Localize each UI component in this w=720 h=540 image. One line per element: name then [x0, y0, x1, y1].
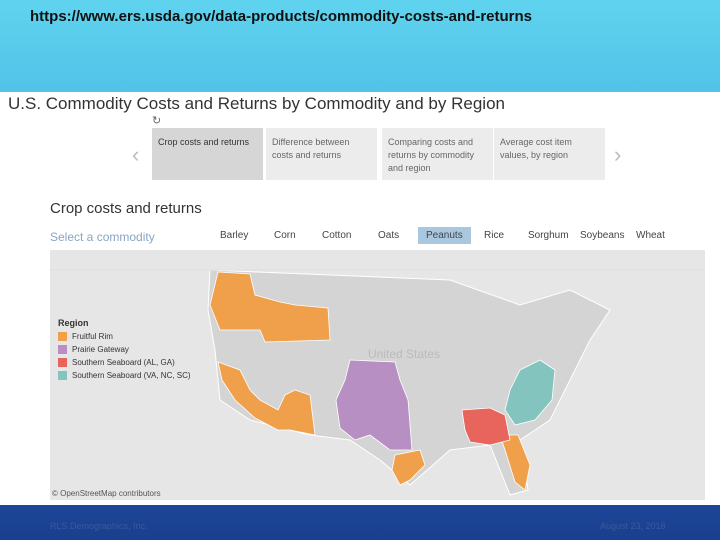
country-label: United States	[368, 347, 440, 361]
legend-swatch	[58, 358, 67, 367]
map-region	[499, 434, 531, 491]
tab[interactable]: Average cost item values, by region	[494, 128, 605, 180]
map: United States © OpenStreetMap contributor…	[50, 250, 705, 500]
legend-item[interactable]: Southern Seaboard (AL, GA)	[58, 356, 191, 369]
legend-label: Southern Seaboard (VA, NC, SC)	[72, 371, 191, 380]
commodity-button[interactable]: Rice	[484, 230, 505, 241]
commodity-button[interactable]: Cotton	[322, 230, 352, 241]
commodity-button[interactable]: Corn	[274, 230, 296, 241]
commodity-button[interactable]: Peanuts	[418, 227, 471, 244]
next-arrow[interactable]: ›	[614, 142, 622, 167]
legend-label: Fruitful Rim	[72, 332, 113, 341]
map-region	[461, 407, 511, 446]
tab[interactable]: Crop costs and returns	[152, 128, 263, 180]
map-region	[335, 359, 413, 451]
tab[interactable]: Difference between costs and returns	[266, 128, 377, 180]
commodity-button[interactable]: Sorghum	[528, 230, 569, 241]
prev-arrow[interactable]: ‹	[132, 142, 140, 167]
map-region	[391, 449, 426, 486]
map-region	[217, 361, 316, 436]
refresh-icon[interactable]: ↻	[152, 115, 162, 127]
commodity-button[interactable]: Wheat	[636, 230, 665, 241]
legend-swatch	[58, 345, 67, 354]
tab[interactable]: Comparing costs and returns by commodity…	[382, 128, 493, 180]
footer-right: August 23, 2018	[600, 521, 666, 531]
legend-title: Region	[58, 318, 89, 328]
selector-label: Select a commodity	[50, 230, 155, 244]
commodity-button[interactable]: Oats	[378, 230, 400, 241]
legend-label: Prairie Gateway	[72, 345, 129, 354]
map-region	[209, 271, 331, 343]
legend-swatch	[58, 371, 67, 380]
legend-item[interactable]: Southern Seaboard (VA, NC, SC)	[58, 369, 191, 382]
legend-item[interactable]: Prairie Gateway	[58, 343, 191, 356]
legend: Region Fruitful Rim Prairie Gateway Southe…	[58, 318, 191, 382]
commodity-button[interactable]: Soybeans	[580, 230, 625, 241]
map-region	[504, 359, 556, 426]
commodity-button[interactable]: Barley	[220, 230, 249, 241]
legend-swatch	[58, 332, 67, 341]
legend-item[interactable]: Fruitful Rim	[58, 330, 191, 343]
section-title: Crop costs and returns	[50, 200, 202, 217]
map-attribution: © OpenStreetMap contributors	[52, 489, 161, 498]
page-title: U.S. Commodity Costs and Returns by Comm…	[8, 94, 505, 113]
legend-label: Southern Seaboard (AL, GA)	[72, 358, 175, 367]
footer-left: RLS Demographics, Inc.	[50, 521, 148, 531]
screenshot-panel: U.S. Commodity Costs and Returns by Comm…	[0, 92, 720, 505]
url: https://www.ers.usda.gov/data-products/c…	[30, 8, 533, 25]
